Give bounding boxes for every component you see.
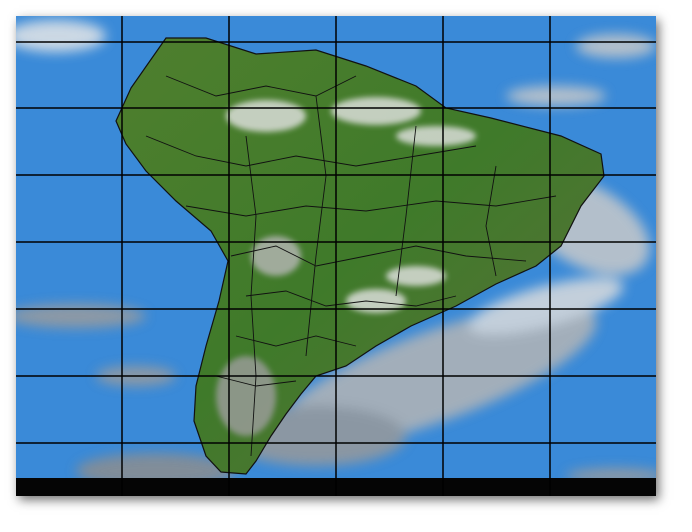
satellite-image-frame (16, 16, 656, 496)
borders (145, 75, 557, 457)
satellite-map (16, 16, 656, 496)
graticule (16, 16, 656, 496)
